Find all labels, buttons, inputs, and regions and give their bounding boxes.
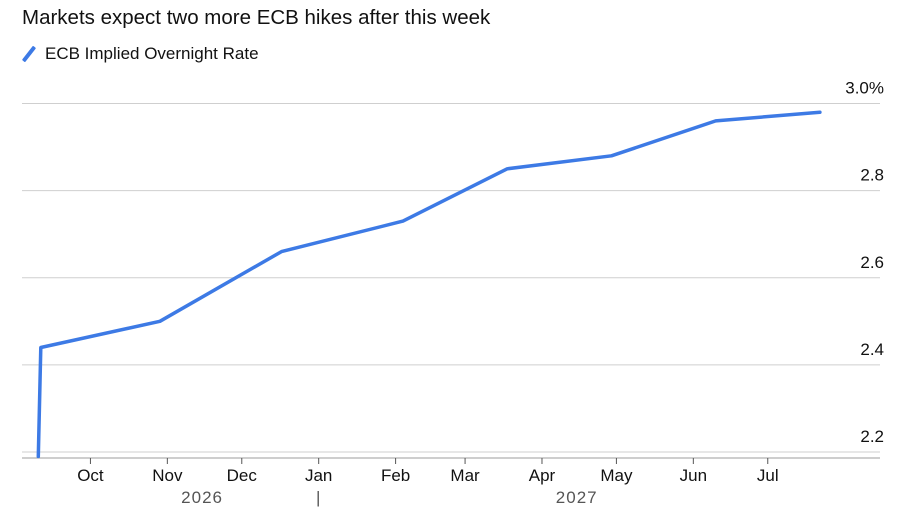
series-line-ecb-implied-overnight-rate xyxy=(36,110,822,459)
chart-title: Markets expect two more ECB hikes after … xyxy=(22,6,491,29)
y-tick-label: 2.4 xyxy=(860,340,884,359)
x-tick-label: Jan xyxy=(305,466,332,485)
x-tick-label: Oct xyxy=(77,466,104,485)
year-label: 2027 xyxy=(556,488,598,507)
x-tick-label: Apr xyxy=(529,466,556,485)
y-tick-label: 2.2 xyxy=(860,427,884,446)
legend-label: ECB Implied Overnight Rate xyxy=(45,44,259,63)
y-tick-label: 2.6 xyxy=(860,253,884,272)
y-tick-label: 2.8 xyxy=(860,166,884,185)
legend: ECB Implied Overnight Rate xyxy=(22,44,259,64)
x-tick-label: Nov xyxy=(152,466,183,485)
x-tick-label: Feb xyxy=(381,466,410,485)
year-label: 2026 xyxy=(181,488,223,507)
x-tick-label: Jun xyxy=(680,466,707,485)
x-tick-label: May xyxy=(600,466,633,485)
x-tick-label: Mar xyxy=(450,466,480,485)
year-separator: | xyxy=(316,488,321,507)
y-tick-label: 3.0% xyxy=(845,79,884,98)
x-tick-label: Dec xyxy=(227,466,258,485)
x-tick-label: Jul xyxy=(757,466,779,485)
